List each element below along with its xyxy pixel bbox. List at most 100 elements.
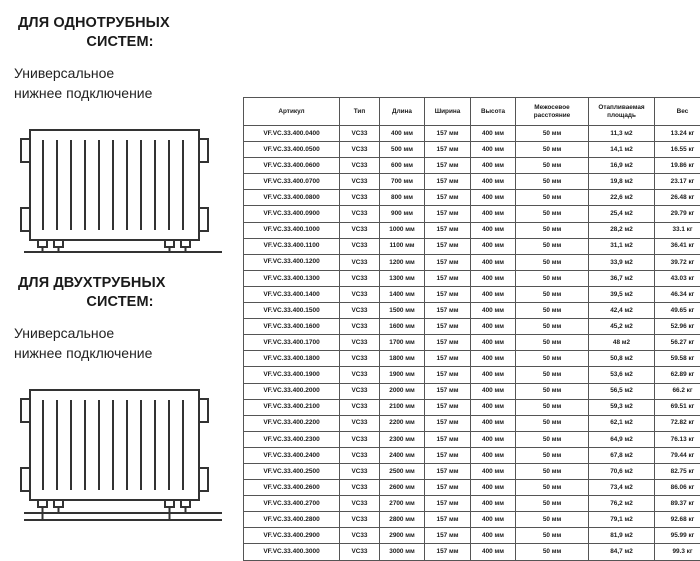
cell-weight: 95.99 кг bbox=[655, 528, 700, 544]
cell-type: VC33 bbox=[340, 351, 380, 367]
cell-width: 157 мм bbox=[425, 303, 471, 319]
cell-height: 400 мм bbox=[471, 528, 516, 544]
cell-type: VC33 bbox=[340, 270, 380, 286]
cell-heated-area: 28,2 м2 bbox=[589, 222, 655, 238]
column-header-width: Ширина bbox=[425, 98, 471, 126]
cell-type: VC33 bbox=[340, 126, 380, 142]
cell-weight: 46.34 кг bbox=[655, 286, 700, 302]
section-heading-line2: СИСТЕМ: bbox=[18, 33, 222, 52]
cell-width: 157 мм bbox=[425, 174, 471, 190]
cell-length: 1700 мм bbox=[380, 335, 425, 351]
cell-heated-area: 81,9 м2 bbox=[589, 528, 655, 544]
cell-axis-distance: 50 мм bbox=[516, 222, 589, 238]
cell-axis-distance: 50 мм bbox=[516, 415, 589, 431]
cell-weight: 16.55 кг bbox=[655, 142, 700, 158]
cell-weight: 52.96 кг bbox=[655, 319, 700, 335]
cell-length: 2200 мм bbox=[380, 415, 425, 431]
radiator-two-pipe-svg bbox=[12, 378, 228, 523]
cell-axis-distance: 50 мм bbox=[516, 544, 589, 560]
cell-weight: 69.51 кг bbox=[655, 399, 700, 415]
cell-weight: 59.58 кг bbox=[655, 351, 700, 367]
cell-type: VC33 bbox=[340, 206, 380, 222]
cell-article: VF.VC.33.400.1400 bbox=[244, 286, 340, 302]
cell-axis-distance: 50 мм bbox=[516, 399, 589, 415]
cell-article: VF.VC.33.400.0500 bbox=[244, 142, 340, 158]
cell-length: 1800 мм bbox=[380, 351, 425, 367]
cell-article: VF.VC.33.400.2900 bbox=[244, 528, 340, 544]
cell-axis-distance: 50 мм bbox=[516, 367, 589, 383]
cell-type: VC33 bbox=[340, 496, 380, 512]
cell-length: 2100 мм bbox=[380, 399, 425, 415]
cell-article: VF.VC.33.400.1100 bbox=[244, 238, 340, 254]
cell-width: 157 мм bbox=[425, 319, 471, 335]
cell-weight: 19.86 кг bbox=[655, 158, 700, 174]
cell-type: VC33 bbox=[340, 399, 380, 415]
column-header-height: Высота bbox=[471, 98, 516, 126]
cell-type: VC33 bbox=[340, 158, 380, 174]
cell-heated-area: 19,8 м2 bbox=[589, 174, 655, 190]
cell-weight: 49.65 кг bbox=[655, 303, 700, 319]
column-header-axis-distance: Межосевое расстояние bbox=[516, 98, 589, 126]
cell-height: 400 мм bbox=[471, 415, 516, 431]
cell-length: 1000 мм bbox=[380, 222, 425, 238]
cell-height: 400 мм bbox=[471, 206, 516, 222]
cell-length: 800 мм bbox=[380, 190, 425, 206]
column-header-weight: Вес bbox=[655, 98, 700, 126]
cell-type: VC33 bbox=[340, 512, 380, 528]
cell-length: 1300 мм bbox=[380, 270, 425, 286]
cell-width: 157 мм bbox=[425, 367, 471, 383]
section-subheading-single-pipe: Универсальное нижнее подключение bbox=[14, 63, 229, 104]
cell-heated-area: 56,5 м2 bbox=[589, 383, 655, 399]
cell-type: VC33 bbox=[340, 480, 380, 496]
cell-length: 400 мм bbox=[380, 126, 425, 142]
cell-type: VC33 bbox=[340, 415, 380, 431]
cell-article: VF.VC.33.400.2800 bbox=[244, 512, 340, 528]
cell-article: VF.VC.33.400.1200 bbox=[244, 254, 340, 270]
cell-width: 157 мм bbox=[425, 254, 471, 270]
cell-type: VC33 bbox=[340, 142, 380, 158]
section-heading-line2: СИСТЕМ: bbox=[18, 293, 222, 312]
cell-type: VC33 bbox=[340, 303, 380, 319]
cell-type: VC33 bbox=[340, 463, 380, 479]
cell-heated-area: 42,4 м2 bbox=[589, 303, 655, 319]
cell-length: 1100 мм bbox=[380, 238, 425, 254]
cell-heated-area: 48 м2 bbox=[589, 335, 655, 351]
cell-length: 1500 мм bbox=[380, 303, 425, 319]
cell-axis-distance: 50 мм bbox=[516, 126, 589, 142]
cell-article: VF.VC.33.400.2400 bbox=[244, 447, 340, 463]
cell-height: 400 мм bbox=[471, 544, 516, 560]
cell-axis-distance: 50 мм bbox=[516, 431, 589, 447]
section-subheading-line2: нижнее подключение bbox=[14, 83, 229, 103]
column-header-heated-area: Отапливаемая площадь bbox=[589, 98, 655, 126]
cell-length: 500 мм bbox=[380, 142, 425, 158]
cell-axis-distance: 50 мм bbox=[516, 319, 589, 335]
cell-length: 700 мм bbox=[380, 174, 425, 190]
cell-width: 157 мм bbox=[425, 190, 471, 206]
cell-length: 2400 мм bbox=[380, 447, 425, 463]
cell-type: VC33 bbox=[340, 383, 380, 399]
bottom-connection-pipes bbox=[38, 500, 190, 520]
cell-weight: 43.03 кг bbox=[655, 270, 700, 286]
cell-weight: 56.27 кг bbox=[655, 335, 700, 351]
cell-width: 157 мм bbox=[425, 222, 471, 238]
radiator-two-pipe-diagram bbox=[12, 378, 228, 528]
radiator-body bbox=[30, 130, 199, 240]
cell-weight: 36.41 кг bbox=[655, 238, 700, 254]
cell-type: VC33 bbox=[340, 447, 380, 463]
cell-type: VC33 bbox=[340, 222, 380, 238]
cell-height: 400 мм bbox=[471, 351, 516, 367]
cell-width: 157 мм bbox=[425, 126, 471, 142]
cell-heated-area: 84,7 м2 bbox=[589, 544, 655, 560]
cell-heated-area: 39,5 м2 bbox=[589, 286, 655, 302]
radiator-body bbox=[30, 390, 199, 500]
